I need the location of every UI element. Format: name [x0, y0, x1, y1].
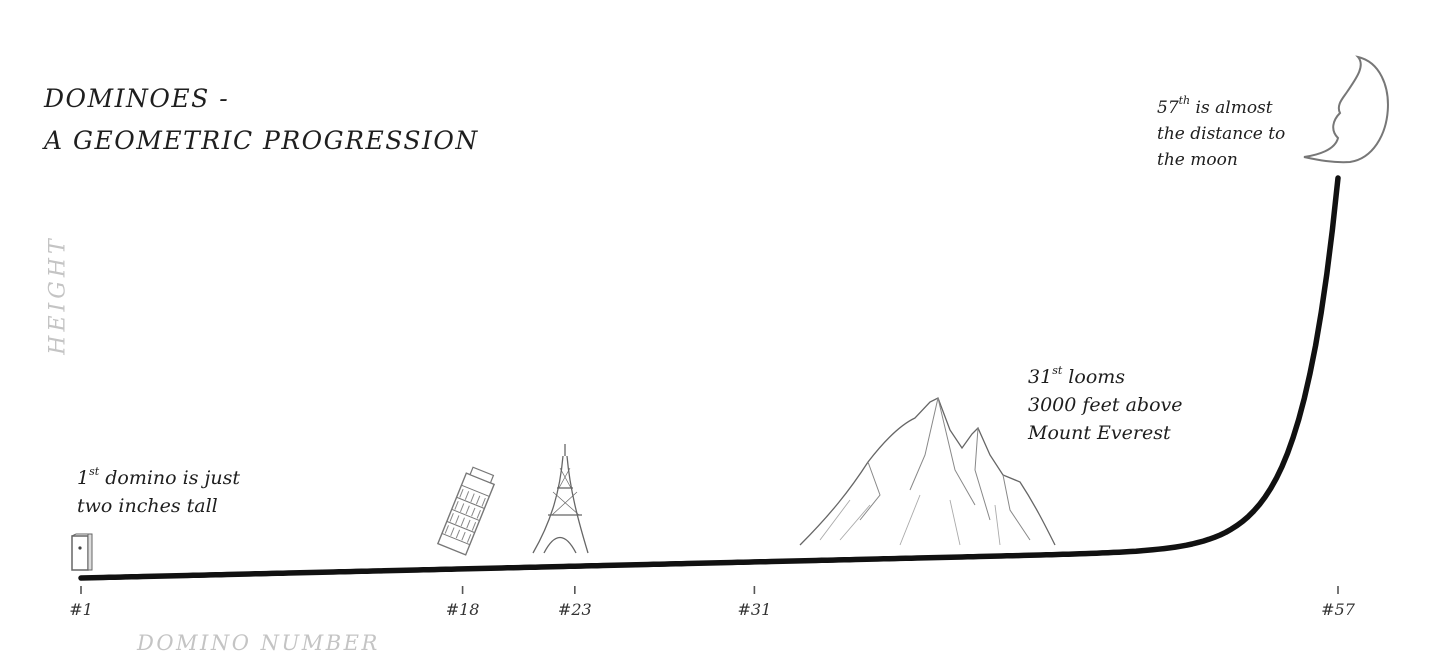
crescent-moon-icon — [1303, 55, 1389, 164]
annotation-57th-domino: 57th is almost the distance to the moon — [1157, 88, 1285, 173]
x-tick-label: #18 — [445, 600, 480, 619]
chart-title-line-1: DOMINOES - — [44, 84, 230, 113]
x-tick-label: #31 — [737, 600, 772, 619]
x-axis-label: DOMINO NUMBER — [137, 631, 380, 655]
annotation-first-domino: 1st domino is just two inches tall — [77, 458, 240, 520]
annotation-line: 31st looms — [1028, 364, 1126, 388]
annotation-line: 1st domino is just — [77, 465, 241, 489]
eiffel-tower-icon — [532, 444, 589, 554]
annotation-line: 3000 feet above — [1028, 394, 1183, 416]
x-tick-label: #57 — [1321, 600, 1355, 619]
x-tick-label: #1 — [69, 600, 93, 619]
annotation-line: the moon — [1157, 150, 1238, 170]
annotation-line: 57th is almost — [1157, 94, 1273, 118]
series-line — [78, 175, 1341, 581]
annotation-31st-domino: 31st looms 3000 feet above Mount Everest — [1028, 357, 1183, 447]
annotation-line: Mount Everest — [1028, 422, 1171, 444]
mountain-everest-icon — [799, 397, 1056, 546]
domino-icon — [71, 533, 93, 571]
annotation-line: the distance to — [1157, 124, 1286, 144]
x-tick-label: #23 — [557, 600, 592, 619]
chart-title: DOMINOES - A GEOMETRIC PROGRESSION — [44, 78, 479, 162]
x-axis-ticks — [80, 586, 1339, 594]
annotation-line: two inches tall — [77, 495, 218, 517]
leaning-tower-of-pisa-icon — [436, 466, 496, 556]
chart-title-line-2: A GEOMETRIC PROGRESSION — [44, 126, 479, 155]
